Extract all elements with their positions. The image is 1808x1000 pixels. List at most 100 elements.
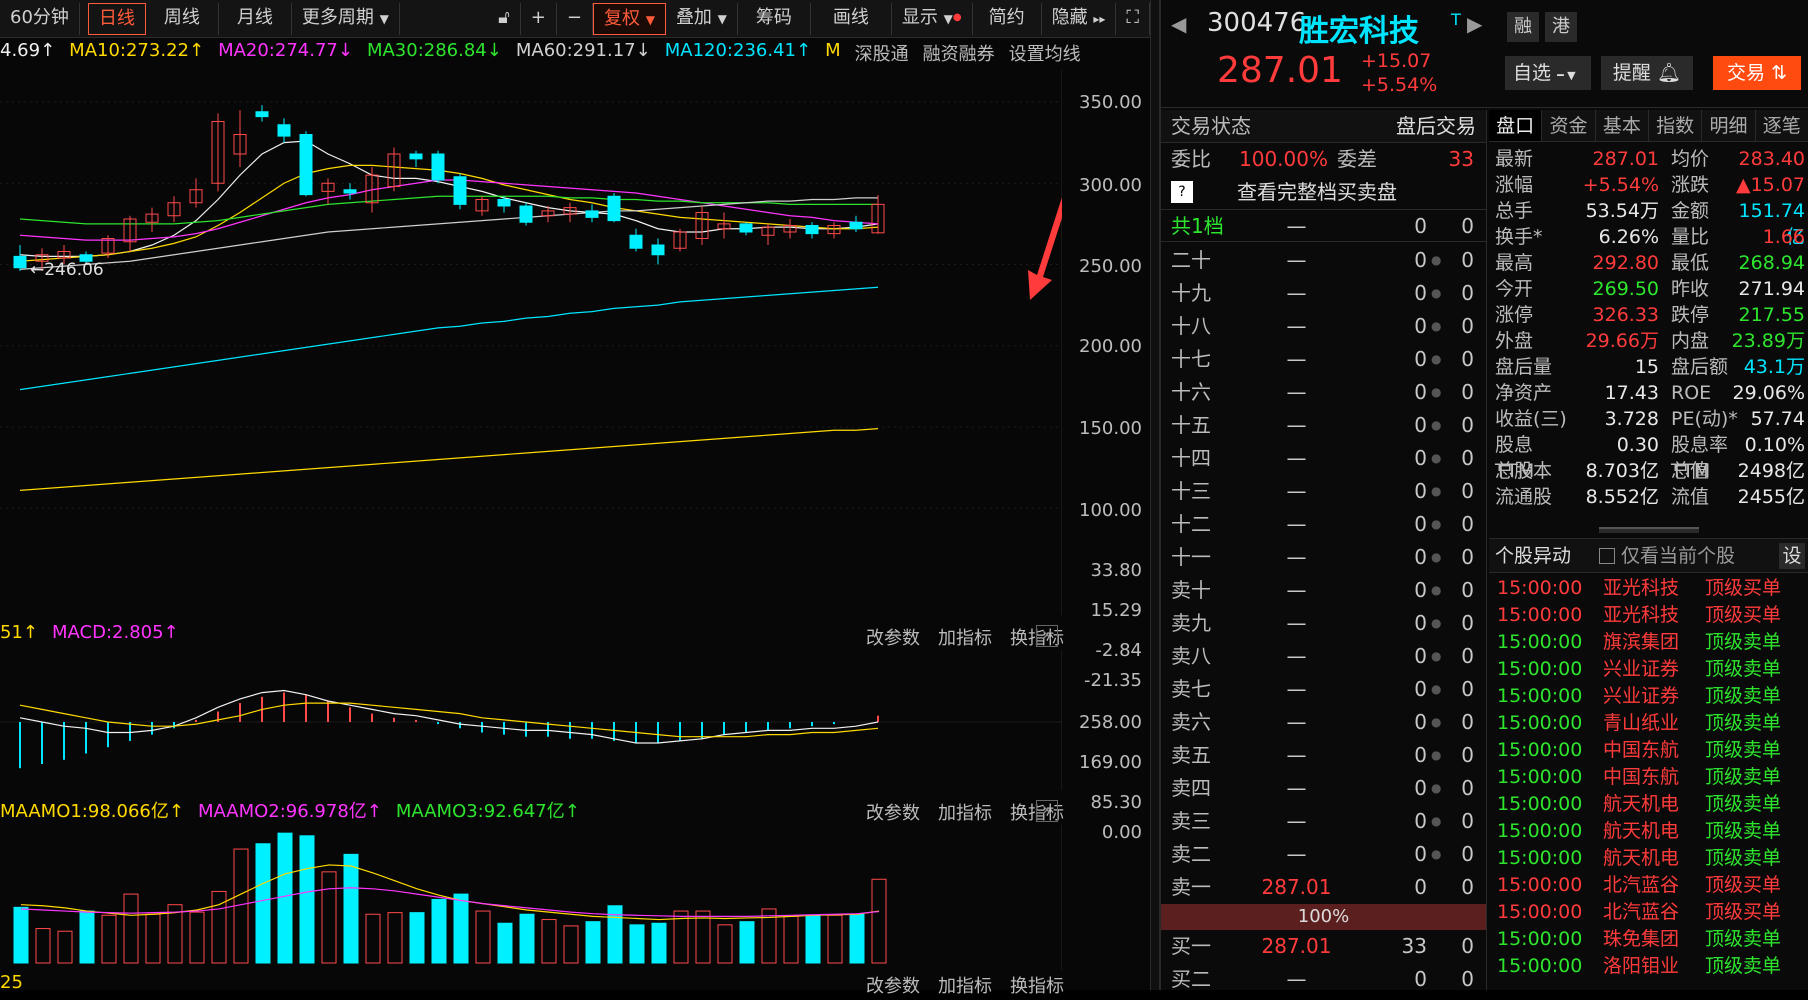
alert-row[interactable]: 15:00:00 兴业证券 顶级卖单 <box>1489 656 1808 683</box>
quote-tab[interactable]: 明细 <box>1702 110 1756 141</box>
alert-row[interactable]: 15:00:00 兴业证券 顶级卖单 <box>1489 683 1808 710</box>
sell-level-row[interactable]: 卖七 — 0 ● 0 <box>1161 673 1486 706</box>
quote-label: 均价 <box>1671 148 1710 170</box>
pane-splitter[interactable] <box>1150 0 1160 990</box>
sell-level-row[interactable]: 十五 — 0 ● 0 <box>1161 409 1486 442</box>
fullscreen-icon[interactable]: ⛶ <box>1116 2 1150 35</box>
level-price: — <box>1286 611 1307 635</box>
sell-level-row[interactable]: 卖六 — 0 ● 0 <box>1161 706 1486 739</box>
macd-swap-indicator-button[interactable]: 换指标 <box>1010 628 1064 649</box>
alert-row[interactable]: 15:00:00 亚光科技 顶级买单 <box>1489 602 1808 629</box>
price-change-pct: +5.54% <box>1361 74 1438 96</box>
alerts-settings-button[interactable]: 设 <box>1779 543 1805 569</box>
sell-level-row[interactable]: 卖五 — 0 ● 0 <box>1161 739 1486 772</box>
bottom-swap-indicator-button[interactable]: 换指标 <box>1010 976 1064 997</box>
period-month-button[interactable]: 月线 <box>219 2 292 35</box>
sell-level-row[interactable]: 十三 — 0 ● 0 <box>1161 475 1486 508</box>
sell-level-row[interactable]: 卖九 — 0 ● 0 <box>1161 607 1486 640</box>
volume-bar-down <box>519 913 535 964</box>
sell1-row[interactable]: 卖一 287.01 0 0 <box>1161 871 1486 904</box>
sell-level-row[interactable]: 十四 — 0 ● 0 <box>1161 442 1486 475</box>
current-only-checkbox[interactable] <box>1599 548 1615 564</box>
macd-add-indicator-button[interactable]: 加指标 <box>938 628 992 649</box>
quote-tab[interactable]: 基本 <box>1596 110 1649 141</box>
sell-level-row[interactable]: 卖四 — 0 ● 0 <box>1161 772 1486 805</box>
display-dropdown[interactable]: 显示 ▼● <box>892 2 973 35</box>
sell-level-row[interactable]: 十八 — 0 ● 0 <box>1161 310 1486 343</box>
sell-level-row[interactable]: 十六 — 0 ● 0 <box>1161 376 1486 409</box>
draw-button[interactable]: 画线 <box>811 2 892 35</box>
margin-badge[interactable]: 融 <box>1507 12 1539 42</box>
buy1-row[interactable]: 买一 287.01 33 0 <box>1161 930 1486 963</box>
kline-chart-pane[interactable]: 60分钟 日线 周线 月线 更多周期 ▼ 🔓︎ + − 复权 ▼ 叠加 ▼ 筹码… <box>0 0 1150 997</box>
main-y-labels-label: 350.00 <box>1079 92 1142 113</box>
volume-bar-up <box>211 890 227 964</box>
more-periods-dropdown[interactable]: 更多周期 ▼ <box>292 2 400 35</box>
alert-time: 15:00:00 <box>1497 631 1583 653</box>
alert-row[interactable]: 15:00:00 洛阳钼业 顶级卖单 <box>1489 953 1808 980</box>
sell-level-row[interactable]: 十二 — 0 ● 0 <box>1161 508 1486 541</box>
quote-value: 283.40 <box>1738 148 1805 170</box>
zoom-out-icon[interactable]: − <box>557 2 593 35</box>
period-day-button[interactable]: 日线 <box>87 2 146 35</box>
view-full-book-link[interactable]: 查看完整档买卖盘 <box>1237 180 1397 204</box>
macd-params-button[interactable]: 改参数 <box>866 628 920 649</box>
period-60min-button[interactable]: 60分钟 <box>0 2 80 35</box>
quote-row: 收益(三) 3.728 PE(动)* 57.74 <box>1489 406 1808 432</box>
sell-level-row[interactable]: 卖十 — 0 ● 0 <box>1161 574 1486 607</box>
simple-button[interactable]: 简约 <box>973 2 1042 35</box>
alert-row[interactable]: 15:00:00 航天机电 顶级卖单 <box>1489 818 1808 845</box>
sell-level-row[interactable]: 十一 — 0 ● 0 <box>1161 541 1486 574</box>
alert-row[interactable]: 15:00:00 中国东航 顶级卖单 <box>1489 737 1808 764</box>
hk-badge[interactable]: 港 <box>1545 12 1577 42</box>
hide-button[interactable]: 隐藏 ▸▸ <box>1042 2 1117 35</box>
vol-params-button[interactable]: 改参数 <box>866 803 920 824</box>
alert-row[interactable]: 15:00:00 航天机电 顶级卖单 <box>1489 845 1808 872</box>
zoom-in-icon[interactable]: + <box>521 2 557 35</box>
watchlist-dropdown[interactable]: 自选 ━ ▼ <box>1505 56 1591 90</box>
overlay-dropdown[interactable]: 叠加 ▼ <box>666 2 738 35</box>
volume-close-icon[interactable]: ✕ <box>1036 800 1058 822</box>
chips-button[interactable]: 筹码 <box>738 2 811 35</box>
alert-row[interactable]: 15:00:00 旗滨集团 顶级卖单 <box>1489 629 1808 656</box>
alert-row[interactable]: 15:00:00 珠免集团 顶级卖单 <box>1489 926 1808 953</box>
macd-close-icon[interactable]: ✕ <box>1036 625 1058 647</box>
buy2-row[interactable]: 买二 — 0 0 <box>1161 963 1486 996</box>
alert-row[interactable]: 15:00:00 中国东航 顶级卖单 <box>1489 764 1808 791</box>
quote-tab[interactable]: 资金 <box>1542 110 1596 141</box>
quote-tab[interactable]: 指数 <box>1649 110 1703 141</box>
quote-tab[interactable]: 盘口 <box>1489 110 1543 141</box>
sell-level-row[interactable]: 卖八 — 0 ● 0 <box>1161 640 1486 673</box>
alert-kind: 顶级买单 <box>1704 874 1781 896</box>
period-week-button[interactable]: 周线 <box>146 2 219 35</box>
alert-row[interactable]: 15:00:00 北汽蓝谷 顶级买单 <box>1489 899 1808 926</box>
level-label: 十四 <box>1171 446 1211 470</box>
alert-row[interactable]: 15:00:00 北汽蓝谷 顶级买单 <box>1489 872 1808 899</box>
view-full-book-row[interactable]: ? 查看完整档买卖盘 <box>1161 176 1486 209</box>
fuquan-dropdown[interactable]: 复权 ▼ <box>592 2 666 35</box>
next-stock-icon[interactable]: ▶ <box>1467 12 1483 36</box>
prev-stock-icon[interactable]: ◀ <box>1171 12 1187 36</box>
candlestick-chart[interactable]: ←246.06 <box>0 70 1062 615</box>
lock-icon[interactable]: 🔓︎ <box>488 2 521 35</box>
quote-tab[interactable]: 逐笔 <box>1756 110 1808 141</box>
macd-chart[interactable] <box>0 650 1062 790</box>
sell-level-row[interactable]: 卖二 — 0 ● 0 <box>1161 838 1486 871</box>
vol-add-indicator-button[interactable]: 加指标 <box>938 803 992 824</box>
bottom-add-indicator-button[interactable]: 加指标 <box>938 976 992 997</box>
sell-level-row[interactable]: 卖三 — 0 ● 0 <box>1161 805 1486 838</box>
level-dot-icon: ● <box>1431 649 1442 663</box>
current-only-label[interactable]: 仅看当前个股 <box>1621 545 1736 567</box>
sell-level-row[interactable]: 二十 — 0 ● 0 <box>1161 244 1486 277</box>
bottom-params-button[interactable]: 改参数 <box>866 976 920 997</box>
alert-row[interactable]: 15:00:00 航天机电 顶级卖单 <box>1489 791 1808 818</box>
vol-swap-indicator-button[interactable]: 换指标 <box>1010 803 1064 824</box>
alert-row[interactable]: 15:00:00 青山纸业 顶级卖单 <box>1489 710 1808 737</box>
collapse-handle[interactable] <box>1599 527 1699 533</box>
alert-button[interactable]: 提醒 🔔︎ <box>1601 56 1693 90</box>
trade-button[interactable]: 交易 ⇅ <box>1713 56 1801 90</box>
volume-chart[interactable] <box>0 825 1062 970</box>
alert-row[interactable]: 15:00:00 亚光科技 顶级买单 <box>1489 575 1808 602</box>
sell-level-row[interactable]: 十七 — 0 ● 0 <box>1161 343 1486 376</box>
sell-level-row[interactable]: 十九 — 0 ● 0 <box>1161 277 1486 310</box>
